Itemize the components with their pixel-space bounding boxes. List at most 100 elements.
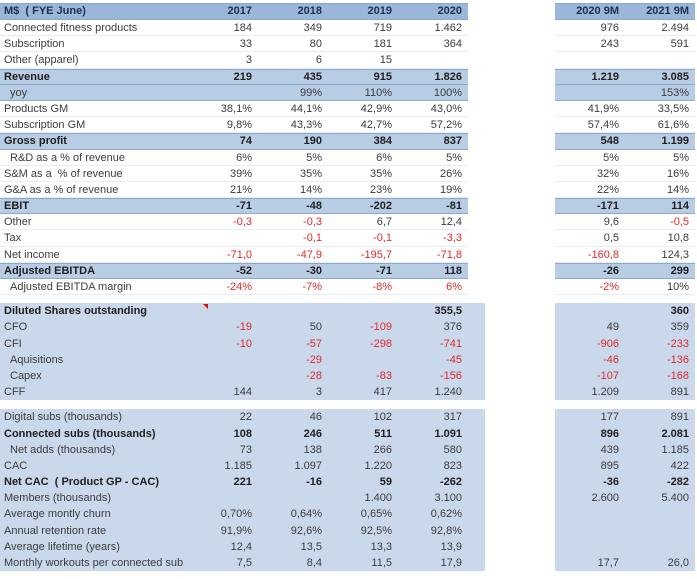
cell[interactable]: 0,64% — [290, 508, 322, 521]
cell[interactable]: 124,3 — [661, 248, 689, 261]
cell[interactable]: 1.240 — [434, 386, 462, 399]
row-label[interactable]: Annual retention rate — [4, 524, 107, 537]
cell[interactable]: 349 — [303, 22, 322, 34]
row-label[interactable]: Products GM — [4, 102, 69, 115]
cell[interactable]: 3 — [315, 386, 322, 399]
row-label[interactable]: Net adds (thousands) — [10, 443, 116, 456]
cell[interactable]: 1.185 — [224, 459, 252, 472]
cell[interactable]: 355,5 — [434, 305, 462, 318]
cell[interactable] — [188, 490, 258, 506]
cell[interactable]: 15 — [379, 54, 392, 67]
row-label[interactable]: CFO — [4, 321, 28, 334]
cell[interactable]: 8,4 — [306, 557, 322, 569]
cell[interactable]: -107 — [596, 369, 619, 382]
cell[interactable]: 6% — [446, 281, 462, 293]
cell[interactable]: 439 — [600, 443, 619, 456]
cell[interactable]: -52 — [236, 264, 252, 277]
cell[interactable]: 1.400 — [364, 492, 392, 505]
cell[interactable]: 114 — [671, 200, 689, 213]
cell[interactable]: 41,9% — [587, 102, 619, 115]
cell[interactable]: 14% — [666, 183, 689, 196]
cell[interactable]: 177 — [600, 411, 619, 424]
cell[interactable]: 46 — [309, 411, 322, 424]
cell[interactable]: 43,3% — [290, 119, 322, 132]
cell[interactable]: 74 — [239, 135, 252, 148]
cell[interactable]: 14% — [299, 183, 322, 196]
cell[interactable]: -0,3 — [303, 216, 322, 229]
cell[interactable]: 0,62% — [430, 508, 462, 521]
cell[interactable]: 360 — [670, 305, 689, 318]
cell[interactable]: 6% — [376, 151, 392, 164]
row-label[interactable]: R&D as a % of revenue — [10, 151, 125, 164]
cell[interactable]: 1.826 — [434, 70, 462, 83]
cell[interactable] — [398, 52, 468, 68]
cell[interactable]: 33,5% — [657, 102, 689, 115]
cell[interactable] — [555, 85, 625, 101]
cell[interactable]: 144 — [233, 386, 252, 399]
column-header[interactable]: 2018 — [297, 5, 322, 17]
cell[interactable]: -136 — [666, 353, 689, 366]
row-label[interactable]: Adjusted EBITDA — [4, 264, 96, 277]
cell[interactable]: 35% — [369, 167, 392, 180]
cell[interactable]: 1.462 — [434, 22, 462, 34]
cell[interactable]: 2.081 — [661, 427, 689, 440]
cell[interactable]: 118 — [444, 264, 462, 277]
cell[interactable]: 73 — [239, 443, 252, 456]
cell[interactable]: 9,8% — [226, 119, 252, 132]
row-label[interactable]: Diluted Shares outstanding — [4, 305, 148, 318]
cell[interactable]: 6% — [236, 151, 252, 164]
cell[interactable]: -47,9 — [296, 248, 322, 261]
row-label[interactable]: Other (apparel) — [4, 54, 79, 67]
cell[interactable]: -171 — [596, 200, 619, 213]
cell[interactable]: 10,8 — [667, 232, 689, 245]
cell[interactable]: 32% — [596, 167, 619, 180]
cell[interactable]: 5% — [306, 151, 322, 164]
row-label[interactable]: Average montly churn — [4, 508, 111, 521]
cell[interactable] — [188, 85, 258, 101]
cell[interactable] — [625, 539, 695, 555]
cell[interactable]: -57 — [306, 337, 322, 350]
row-label[interactable]: EBIT — [4, 200, 30, 213]
cell[interactable]: 10% — [666, 281, 689, 293]
cell[interactable]: 91,9% — [220, 524, 252, 537]
cell[interactable]: 823 — [443, 459, 462, 472]
cell[interactable]: 50 — [309, 321, 322, 334]
row-label[interactable]: Net income — [4, 248, 60, 261]
cell[interactable] — [555, 506, 625, 522]
cell[interactable]: -741 — [439, 337, 462, 350]
cell[interactable]: 12,4 — [230, 540, 252, 553]
cell[interactable]: 11,5 — [371, 557, 392, 569]
cell[interactable]: 110% — [364, 86, 392, 99]
cell[interactable]: -109 — [369, 321, 392, 334]
row-label[interactable]: Revenue — [4, 70, 50, 83]
cell[interactable]: 1.220 — [364, 459, 392, 472]
cell[interactable] — [555, 523, 625, 539]
cell[interactable]: 219 — [233, 70, 252, 83]
cell[interactable] — [328, 303, 398, 319]
cell[interactable]: -81 — [446, 200, 462, 213]
cell[interactable]: 38,1% — [220, 102, 252, 115]
cell[interactable]: 7,5 — [236, 557, 252, 569]
cell[interactable]: -906 — [596, 337, 619, 350]
cell[interactable]: 1.091 — [434, 427, 462, 440]
cell[interactable]: 6,7 — [376, 216, 392, 229]
cell[interactable]: -28 — [306, 369, 322, 382]
cell[interactable]: 19% — [439, 183, 462, 196]
cell[interactable]: 837 — [443, 135, 462, 148]
cell[interactable]: 26% — [439, 167, 462, 180]
cell[interactable]: -71,8 — [436, 248, 462, 261]
cell[interactable]: 6 — [315, 54, 322, 67]
cell[interactable]: -8% — [372, 281, 392, 293]
cell[interactable]: 13,3 — [370, 540, 392, 553]
cell[interactable]: -298 — [369, 337, 392, 350]
cell[interactable]: -233 — [666, 337, 689, 350]
row-label[interactable]: S&M as a % of revenue — [4, 167, 123, 180]
cell[interactable]: 511 — [374, 427, 392, 440]
cell[interactable]: -282 — [666, 476, 689, 489]
cell[interactable]: 33 — [239, 38, 252, 51]
cell[interactable]: 1.185 — [661, 443, 689, 456]
cell[interactable]: 3 — [245, 54, 252, 67]
row-label[interactable]: CFF — [4, 386, 26, 399]
cell[interactable]: 417 — [373, 386, 392, 399]
cell[interactable] — [188, 230, 258, 246]
